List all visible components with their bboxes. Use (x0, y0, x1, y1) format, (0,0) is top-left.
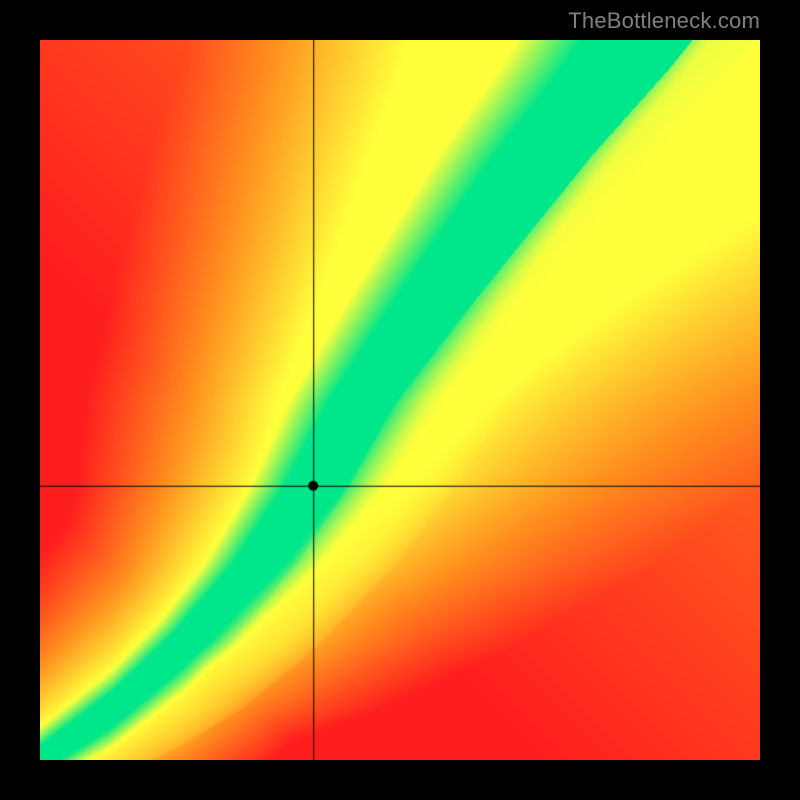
watermark-text: TheBottleneck.com (568, 8, 760, 34)
bottleneck-heatmap (40, 40, 760, 760)
outer-frame: TheBottleneck.com (0, 0, 800, 800)
